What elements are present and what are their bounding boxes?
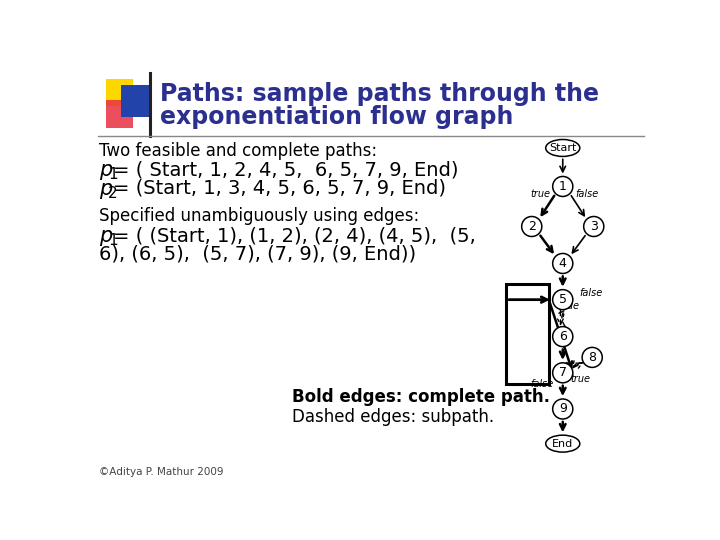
Circle shape	[553, 177, 573, 197]
Text: Two feasible and complete paths:: Two feasible and complete paths:	[99, 142, 377, 160]
Text: 6), (6, 5),  (5, 7), (7, 9), (9, End)): 6), (6, 5), (5, 7), (7, 9), (9, End))	[99, 245, 416, 264]
Text: 3: 3	[590, 220, 598, 233]
Text: 8: 8	[588, 351, 596, 364]
Circle shape	[553, 399, 573, 419]
Text: true: true	[530, 189, 550, 199]
Circle shape	[553, 253, 573, 273]
Text: 7: 7	[559, 366, 567, 379]
Text: Dashed edges: subpath.: Dashed edges: subpath.	[292, 408, 494, 426]
Text: Paths: sample paths through the: Paths: sample paths through the	[160, 82, 599, 106]
Bar	[106, 100, 133, 128]
Text: p: p	[99, 160, 112, 180]
Text: p: p	[99, 226, 112, 246]
Circle shape	[522, 217, 542, 237]
Text: 4: 4	[559, 257, 567, 270]
Text: 2: 2	[528, 220, 536, 233]
Text: true: true	[570, 374, 590, 384]
Circle shape	[582, 347, 602, 367]
Ellipse shape	[546, 139, 580, 157]
Bar	[121, 85, 152, 117]
Text: = ( Start, 1, 2, 4, 5,  6, 5, 7, 9, End): = ( Start, 1, 2, 4, 5, 6, 5, 7, 9, End)	[113, 160, 459, 179]
Text: 5: 5	[559, 293, 567, 306]
Text: false: false	[580, 288, 603, 298]
Ellipse shape	[546, 435, 580, 452]
Text: exponentiation flow graph: exponentiation flow graph	[160, 105, 513, 129]
Text: p: p	[99, 179, 112, 199]
Text: = (Start, 1, 3, 4, 5, 6, 5, 7, 9, End): = (Start, 1, 3, 4, 5, 6, 5, 7, 9, End)	[113, 179, 446, 198]
Text: Bold edges: complete path.: Bold edges: complete path.	[292, 388, 549, 406]
Circle shape	[553, 327, 573, 347]
Text: 9: 9	[559, 402, 567, 415]
Text: Start: Start	[549, 143, 577, 153]
Text: 1: 1	[559, 180, 567, 193]
Circle shape	[553, 289, 573, 309]
Text: 1: 1	[108, 167, 117, 182]
Text: 6: 6	[559, 330, 567, 343]
Text: ©Aditya P. Mathur 2009: ©Aditya P. Mathur 2009	[99, 467, 224, 477]
Bar	[506, 284, 549, 384]
Text: false: false	[530, 379, 554, 389]
Circle shape	[553, 363, 573, 383]
Text: false: false	[575, 189, 598, 199]
Text: 1: 1	[108, 233, 117, 248]
Text: Specified unambiguously using edges:: Specified unambiguously using edges:	[99, 207, 420, 225]
Text: = ( (Start, 1), (1, 2), (2, 4), (4, 5),  (5,: = ( (Start, 1), (1, 2), (2, 4), (4, 5), …	[113, 226, 476, 246]
Bar	[106, 79, 133, 106]
Text: End: End	[552, 438, 573, 449]
Circle shape	[584, 217, 604, 237]
Text: true: true	[559, 301, 579, 311]
Text: 2: 2	[108, 186, 117, 201]
